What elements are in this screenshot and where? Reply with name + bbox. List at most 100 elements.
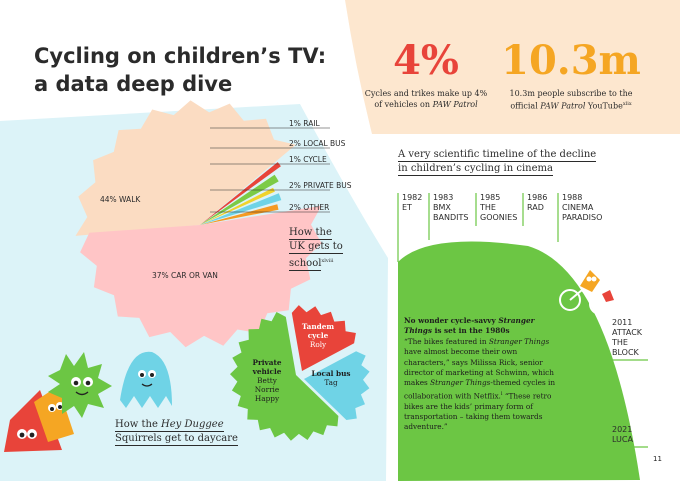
timeline-film: RAD bbox=[527, 203, 544, 212]
title-text: A very scientific timeline of the declin… bbox=[398, 149, 597, 162]
slice-name: Roly bbox=[309, 340, 327, 349]
timeline-film: LUCA bbox=[612, 435, 633, 444]
duggee-pie-slice-tandem-cycle bbox=[291, 305, 356, 371]
timeline-film: ET bbox=[402, 203, 412, 212]
timeline-title-line-2: in children’s cycling in cinema bbox=[398, 162, 596, 176]
pie-label-private-bus: 2% PRIVATE BUS bbox=[289, 181, 352, 190]
quote-text: -themed cycles in collaboration with Net… bbox=[404, 378, 556, 401]
squirrel-norrie-icon bbox=[120, 351, 172, 408]
caption-text: How the Hey Duggee bbox=[115, 419, 224, 432]
slice-name: Happy bbox=[254, 394, 280, 403]
page-number: 11 bbox=[653, 455, 662, 463]
uk-pie-slice-private-bus bbox=[200, 193, 282, 225]
quote-heading: No wonder cycle-savvy Stranger Things is… bbox=[404, 316, 559, 337]
timeline-event-1983: 1983 BMX BANDITS bbox=[433, 193, 468, 223]
uk-pie-slice-local-bus bbox=[200, 174, 279, 225]
caption-text: Squirrels get to daycare bbox=[115, 433, 238, 446]
pie-label-walk: 44% WALK bbox=[100, 195, 141, 204]
stat-4-percent: 4% Cycles and trikes make up 4% of vehic… bbox=[352, 40, 500, 110]
caption-em: Hey Duggee bbox=[161, 419, 224, 430]
timeline-film: BLOCK bbox=[612, 348, 639, 357]
quote-footnote-ref: l bbox=[500, 390, 503, 397]
stat-desc-line2: of vehicles on PAW Patrol bbox=[352, 99, 500, 110]
stranger-things-quote: No wonder cycle-savvy Stranger Things is… bbox=[404, 316, 559, 433]
timeline-event-1985: 1985 THE GOONIES bbox=[480, 193, 517, 223]
duggee-pie-slice-local-bus bbox=[304, 351, 370, 420]
timeline-year: 1985 bbox=[480, 193, 501, 202]
duggee-label-private-vehicle: Private vehicle Betty Norrie Happy bbox=[244, 358, 290, 403]
timeline-film: THE bbox=[480, 203, 496, 212]
caption-line-2: Squirrels get to daycare bbox=[115, 432, 238, 446]
timeline-event-1988: 1988 CINEMA PARADISO bbox=[562, 193, 602, 223]
title-line-2: a data deep dive bbox=[34, 72, 233, 96]
quote-em: Stranger Things bbox=[488, 336, 550, 346]
caption-footnote-ref: xlviii bbox=[321, 258, 334, 264]
duggee-pie-slice-private-vehicle bbox=[230, 312, 339, 441]
slice-shape bbox=[200, 193, 282, 225]
stat-desc-prefix: official bbox=[510, 101, 541, 111]
quote-heading-text: is set in the 1980s bbox=[432, 326, 510, 336]
pie-label-local-bus: 2% LOCAL BUS bbox=[289, 139, 346, 148]
slice-shape bbox=[200, 204, 279, 225]
pie-label-rail: 1% RAIL bbox=[289, 119, 320, 128]
stat-10m-subscribers: 10.3m 10.3m people subscribe to the offi… bbox=[496, 40, 646, 112]
caption-line-1: How the Hey Duggee bbox=[115, 418, 238, 432]
timeline-event-1986: 1986 RAD bbox=[527, 193, 547, 213]
quote-heading-text: No wonder cycle-savvy bbox=[404, 316, 499, 325]
stat-desc-line1: Cycles and trikes make up 4% bbox=[364, 89, 488, 98]
stat-value: 4% bbox=[393, 37, 459, 84]
page-title: Cycling on children’s TV: a data deep di… bbox=[34, 42, 334, 98]
uk-pie-slice-walk bbox=[75, 100, 296, 236]
slice-name: Tag bbox=[324, 378, 338, 387]
timeline-film: GOONIES bbox=[480, 213, 518, 222]
uk-pie-caption: How the UK gets to schoolxlviii bbox=[289, 226, 343, 272]
slice-shape bbox=[200, 162, 281, 225]
pie-label-other: 2% OTHER bbox=[289, 203, 330, 212]
timeline-film: PARADISO bbox=[562, 213, 603, 222]
stat-desc-em: PAW Patrol bbox=[432, 100, 478, 109]
quote-text: “These retro bikes are the kids’ primary… bbox=[404, 391, 552, 432]
duggee-squirrels-illustration bbox=[4, 351, 172, 452]
timeline-event-2011: 2011 ATTACK THE BLOCK bbox=[612, 318, 642, 358]
duggee-pie-caption: How the Hey Duggee Squirrels get to dayc… bbox=[115, 418, 238, 446]
timeline-film: ATTACK bbox=[612, 328, 643, 337]
quote-text: “The bikes featured in bbox=[404, 336, 489, 346]
stat-desc-line1: 10.3m people subscribe to the bbox=[509, 89, 633, 98]
title-text: in children’s cycling in cinema bbox=[398, 163, 553, 176]
slice-name: Norrie bbox=[254, 385, 280, 394]
duggee-label-tandem: Tandem cycle Roly bbox=[296, 322, 340, 349]
caption-line-2: UK gets to bbox=[289, 240, 343, 254]
stat-desc-em: PAW Patrol bbox=[540, 101, 586, 111]
slice-label: Local bus bbox=[311, 369, 351, 378]
timeline-year: 2021 bbox=[612, 425, 633, 434]
stat-desc-suffix: YouTube bbox=[585, 101, 623, 111]
timeline-title: A very scientific timeline of the declin… bbox=[398, 148, 597, 176]
stat-desc-line2: official PAW Patrol YouTubexlix bbox=[496, 99, 646, 112]
uk-pie-slice-car-or-van bbox=[80, 205, 322, 348]
caption-text: school bbox=[289, 258, 322, 272]
slice-shape bbox=[80, 205, 322, 348]
stats-panel-bg bbox=[345, 0, 680, 134]
uk-pie-slice-cycle bbox=[200, 187, 275, 225]
caption-prefix: How the bbox=[115, 419, 162, 430]
pie-label-car: 37% CAR OR VAN bbox=[152, 271, 218, 280]
timeline-year: 1983 bbox=[433, 193, 454, 202]
timeline-film: BMX bbox=[433, 203, 451, 212]
stat-footnote-ref: xlix bbox=[622, 101, 632, 107]
duggee-label-local-bus: Local bus Tag bbox=[306, 369, 356, 387]
caption-line-1: How the bbox=[289, 226, 343, 240]
timeline-film: BANDITS bbox=[433, 213, 469, 222]
squirrel-tag-icon bbox=[48, 352, 112, 418]
quote-em: Stranger Things bbox=[430, 378, 491, 388]
quote-text: have almost become their own characters,… bbox=[404, 347, 554, 388]
slice-label: Tandem cycle bbox=[301, 322, 335, 340]
slice-name: Betty bbox=[257, 376, 277, 385]
quote-heading-em: Stranger Things bbox=[404, 316, 535, 336]
timeline-event-1982: 1982 ET bbox=[402, 193, 422, 213]
uk-pie-slice-rail bbox=[200, 162, 281, 225]
stat-value: 10.3m bbox=[501, 37, 641, 84]
timeline-year: 1982 bbox=[402, 193, 423, 202]
